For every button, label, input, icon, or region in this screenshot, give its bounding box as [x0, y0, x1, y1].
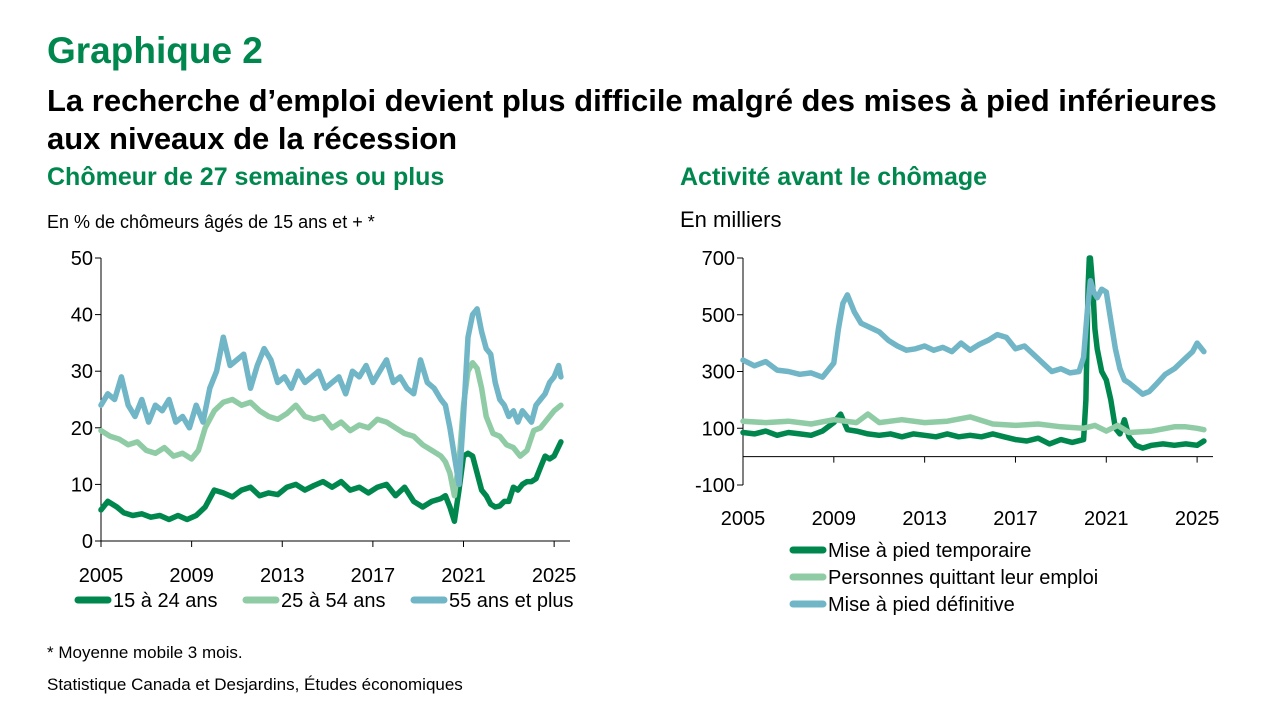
right-x-tick-label: 2013	[902, 508, 947, 530]
right-panel-title: Activité avant le chômage	[680, 163, 988, 191]
left-panel-unit: En % de chômeurs âgés de 15 ans et + *	[47, 212, 375, 232]
left-panel-title: Chômeur de 27 semaines ou plus	[47, 163, 445, 191]
left-x-tick-label: 2009	[169, 565, 214, 587]
left-legend-label-3: 55 ans et plus	[449, 590, 574, 612]
left-x-tick-label: 2025	[532, 565, 577, 587]
left-y-tick-label: 50	[71, 248, 93, 270]
right-series-line-3	[740, 277, 1207, 397]
right-x-tick-label: 2005	[721, 508, 766, 530]
left-legend-label-2: 25 à 54 ans	[281, 590, 386, 612]
left-x-tick-label: 2021	[441, 565, 486, 587]
chart-main-title: La recherche d’emploi devient plus diffi…	[47, 83, 1217, 156]
right-y-tick-label: 500	[702, 305, 735, 327]
right-x-tick-label: 2017	[993, 508, 1038, 530]
left-x-tick-label: 2017	[351, 565, 396, 587]
left-series-line-1	[98, 439, 564, 524]
right-y-tick-label: 100	[702, 418, 735, 440]
right-x-tick-label: 2025	[1175, 508, 1220, 530]
right-series-line-1	[740, 255, 1207, 451]
right-y-tick-label: -100	[695, 475, 735, 497]
left-y-tick-label: 20	[71, 418, 93, 440]
right-x-tick-label: 2009	[812, 508, 857, 530]
left-y-tick-label: 30	[71, 361, 93, 383]
right-panel-unit: En milliers	[680, 207, 782, 232]
left-x-tick-label: 2005	[79, 565, 124, 587]
left-y-tick-label: 40	[71, 305, 93, 327]
right-legend-label-2: Personnes quittant leur emploi	[828, 567, 1098, 589]
left-x-tick-label: 2013	[260, 565, 305, 587]
left-legend-label-1: 15 à 24 ans	[113, 590, 218, 612]
left-y-tick-label: 0	[82, 531, 93, 553]
right-y-tick-label: 300	[702, 362, 735, 384]
right-series-line-2	[740, 411, 1207, 436]
left-series-line-3	[98, 306, 564, 488]
footnote: * Moyenne mobile 3 mois.	[47, 643, 243, 662]
right-legend-label-3: Mise à pied définitive	[828, 594, 1015, 616]
figure-label: Graphique 2	[47, 30, 263, 71]
left-series-line-2	[98, 359, 564, 499]
right-x-tick-label: 2021	[1084, 508, 1129, 530]
right-legend-label-1: Mise à pied temporaire	[828, 540, 1031, 562]
right-y-tick-label: 700	[702, 248, 735, 270]
source-note: Statistique Canada et Desjardins, Études…	[47, 675, 463, 694]
left-y-tick-label: 10	[71, 474, 93, 496]
